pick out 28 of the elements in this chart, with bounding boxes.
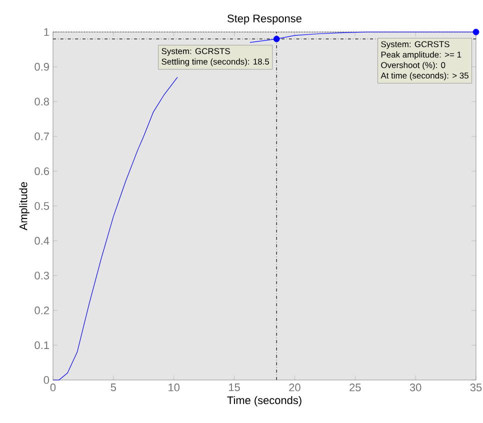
annotation: System: GCRSTS: [381, 41, 450, 49]
y-tick-label: 0.8: [34, 98, 49, 106]
x-tick-label: 35: [470, 384, 482, 392]
chart-title: Step Response: [228, 14, 302, 24]
annotation: Peak amplitude: >= 1: [381, 51, 462, 60]
y-tick-label: 0: [44, 376, 50, 384]
y-tick-label: 0.3: [34, 272, 49, 280]
x-tick-label: 15: [229, 384, 240, 392]
y-tick-label: 1: [44, 28, 49, 36]
y-tick-label: 0.4: [34, 236, 50, 245]
y-tick-label: 0.1: [34, 341, 49, 350]
annotation: At time (seconds): > 35: [380, 72, 468, 80]
annotation: Settling time (seconds): 18.5: [162, 58, 270, 66]
x-tick-label: 20: [289, 384, 300, 392]
x-tick-label: 10: [168, 384, 180, 392]
x-axis-title: Time (seconds): [227, 396, 302, 406]
annotation: Overshoot (%): 0: [381, 62, 446, 70]
y-tick-label: 0.5: [34, 202, 50, 210]
annotation: System: GCRSTS: [162, 48, 230, 56]
y-tick-label: 0.9: [34, 62, 49, 71]
x-tick-label: 30: [410, 384, 422, 392]
y-tick-label: 0.7: [34, 132, 49, 140]
y-axis-title: Amplitude: [19, 182, 30, 230]
x-tick-label: 0: [50, 384, 56, 392]
x-tick-label: 5: [110, 384, 116, 392]
y-tick-label: 0.2: [34, 306, 49, 314]
x-tick-label: 25: [350, 384, 361, 392]
y-tick-label: 0.6: [34, 167, 49, 176]
